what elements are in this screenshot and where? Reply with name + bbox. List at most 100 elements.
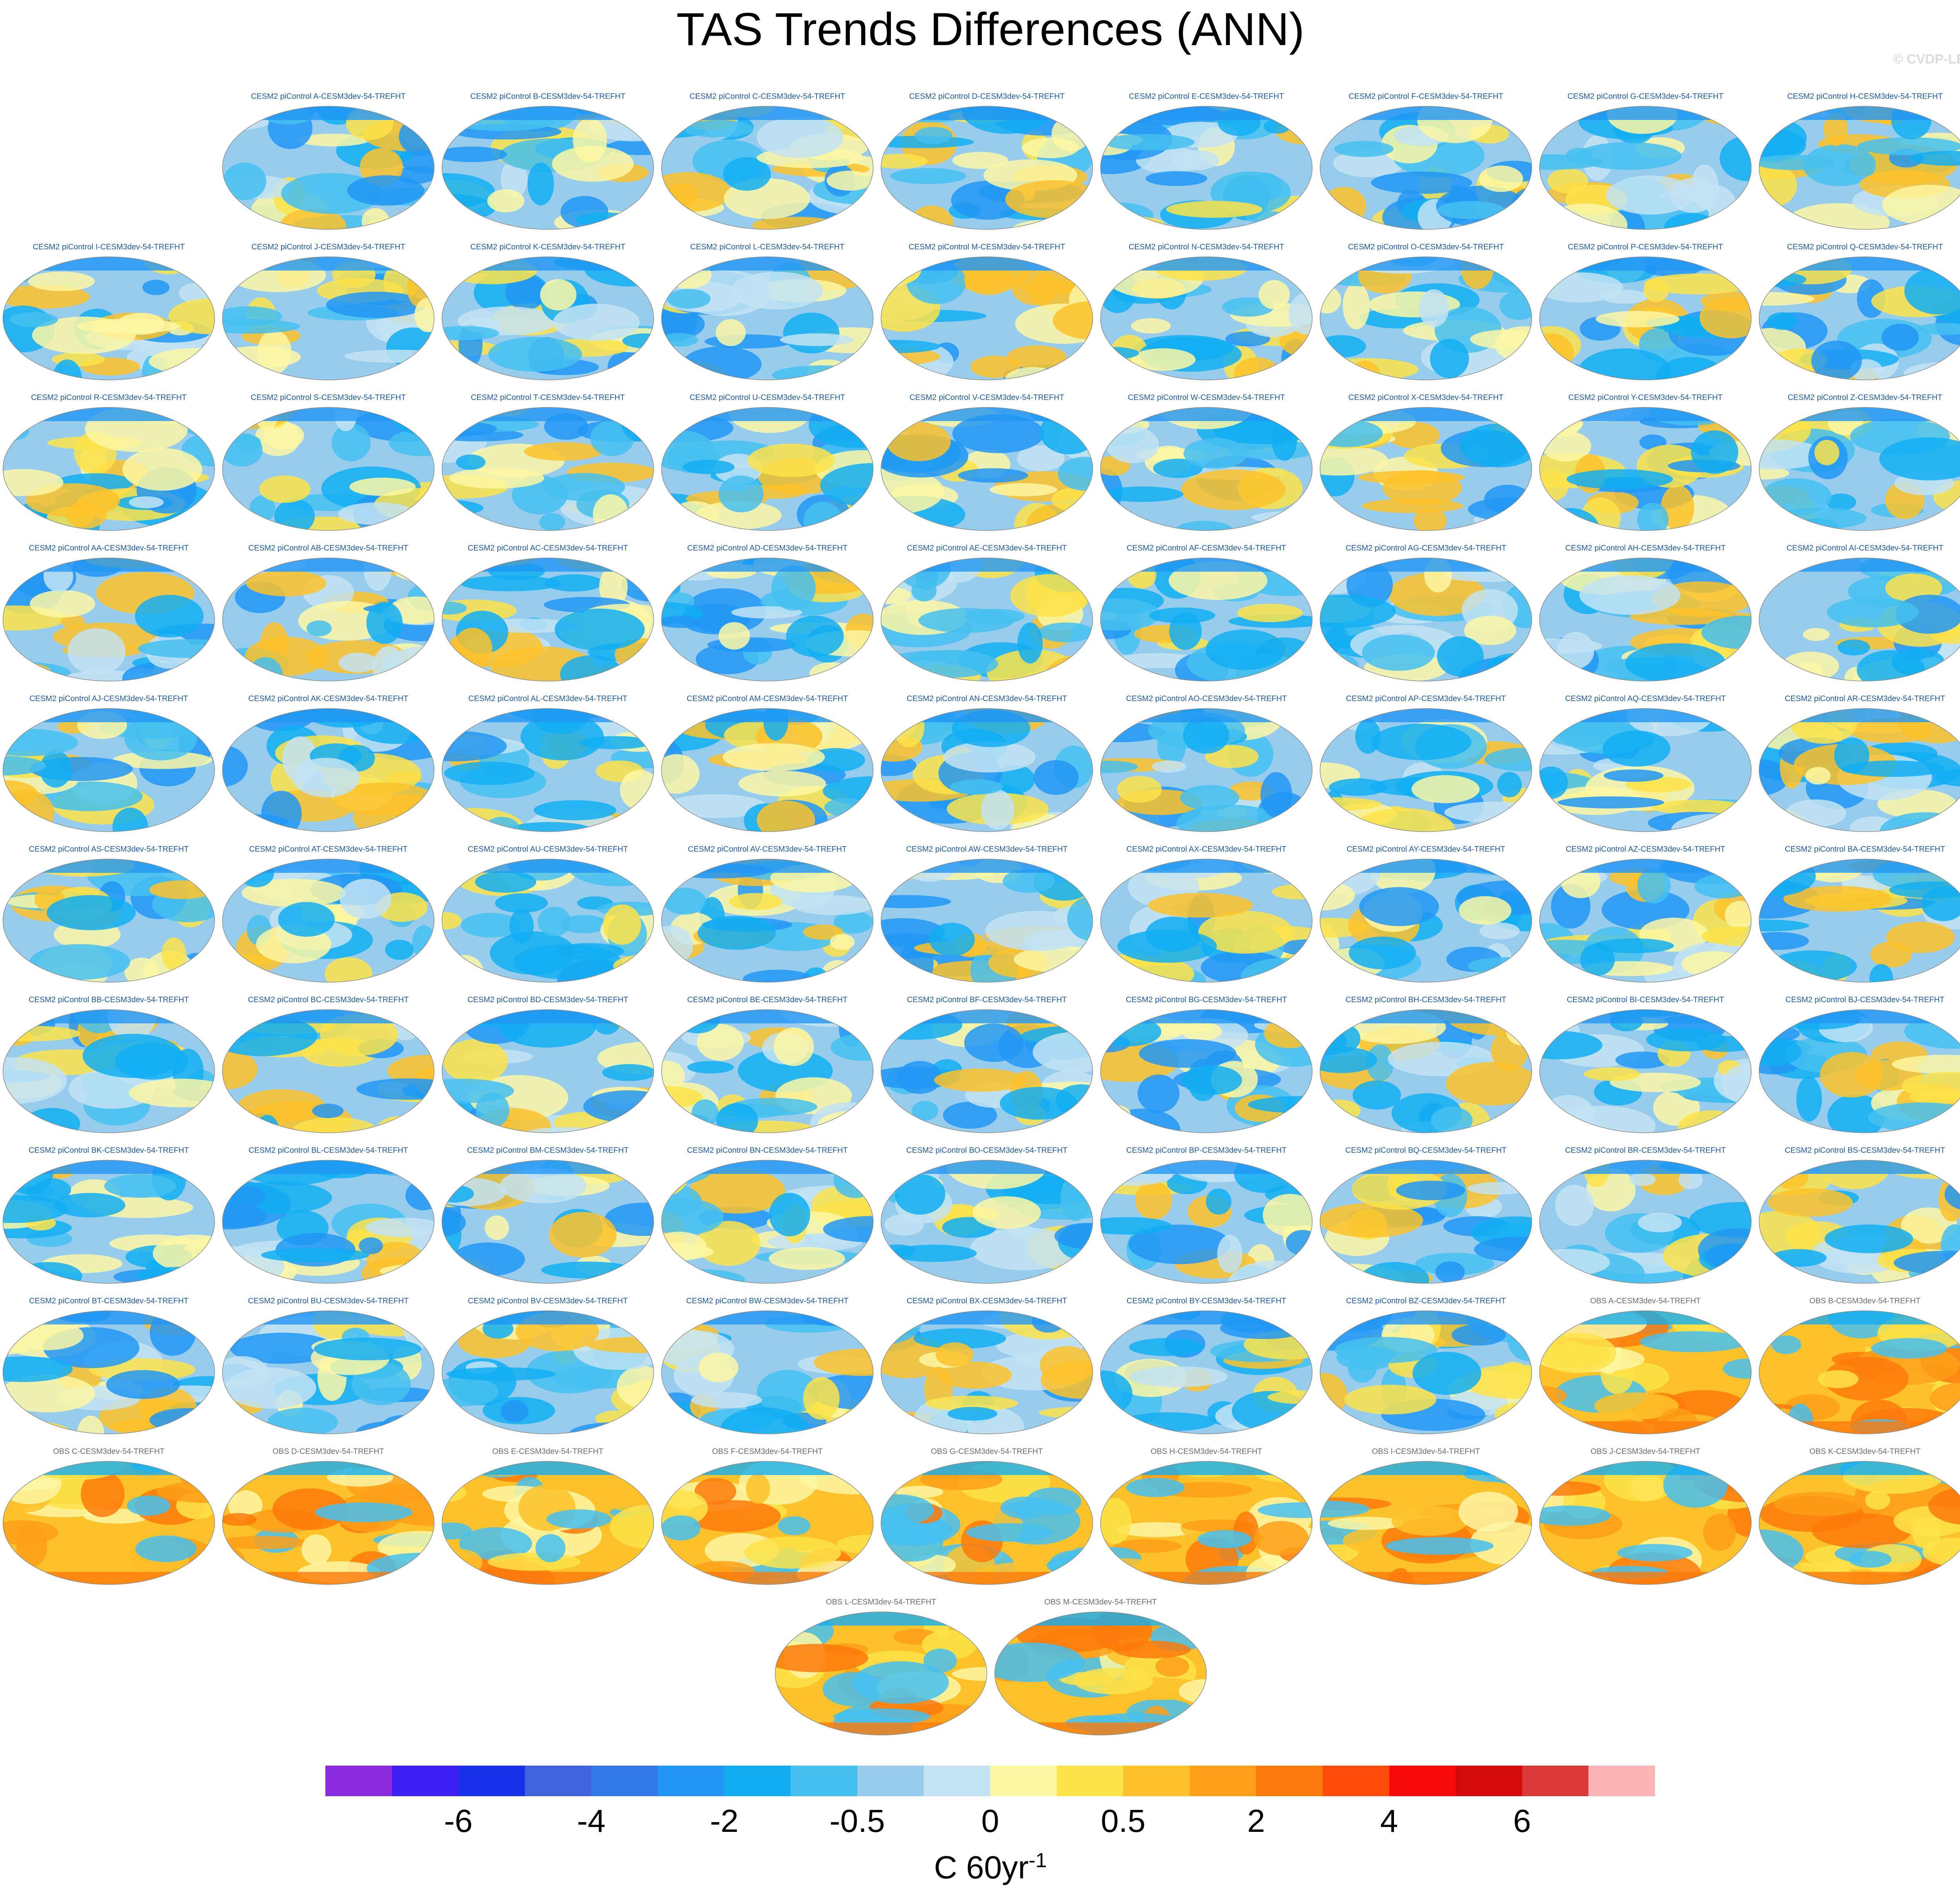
map-panel: CESM2 piControl AH-CESM3dev-54-TREFHT	[1539, 541, 1752, 690]
map-panel: CESM2 piControl AN-CESM3dev-54-TREFHT	[880, 692, 1094, 841]
world-map	[1759, 1160, 1960, 1284]
world-map	[661, 407, 874, 531]
map-panel: CESM2 piControl AX-CESM3dev-54-TREFHT	[1100, 842, 1313, 991]
panel-title: CESM2 piControl BN-CESM3dev-54-TREFHT	[687, 1146, 848, 1155]
world-map	[222, 106, 435, 230]
world-map	[441, 558, 654, 681]
world-map	[222, 1160, 435, 1284]
panel-title: CESM2 piControl BT-CESM3dev-54-TREFHT	[29, 1297, 189, 1305]
world-map	[1100, 1009, 1313, 1133]
world-map	[2, 1009, 215, 1133]
panel-title: CESM2 piControl BE-CESM3dev-54-TREFHT	[687, 996, 848, 1004]
map-panel: CESM2 piControl AC-CESM3dev-54-TREFHT	[441, 541, 655, 690]
map-panel: CESM2 piControl BE-CESM3dev-54-TREFHT	[661, 993, 874, 1142]
colorbar-swatch	[1323, 1766, 1390, 1796]
panel-title: CESM2 piControl K-CESM3dev-54-TREFHT	[470, 243, 626, 251]
world-map	[2, 859, 215, 983]
world-map	[1100, 256, 1313, 380]
world-map	[1759, 407, 1960, 531]
world-map	[1319, 106, 1532, 230]
world-map	[1539, 256, 1752, 380]
map-panel: CESM2 piControl J-CESM3dev-54-TREFHT	[221, 240, 435, 389]
colorbar	[325, 1766, 1655, 1796]
panel-title: OBS M-CESM3dev-54-TREFHT	[1044, 1598, 1157, 1606]
map-panel: OBS C-CESM3dev-54-TREFHT	[2, 1444, 216, 1593]
panel-title: CESM2 piControl G-CESM3dev-54-TREFHT	[1567, 92, 1724, 101]
world-map	[1100, 558, 1313, 681]
world-map	[222, 1009, 435, 1133]
map-panel: CESM2 piControl BY-CESM3dev-54-TREFHT	[1100, 1294, 1313, 1443]
map-panel: CESM2 piControl BU-CESM3dev-54-TREFHT	[221, 1294, 435, 1443]
panel-title: OBS J-CESM3dev-54-TREFHT	[1590, 1447, 1700, 1456]
map-panel: CESM2 piControl AG-CESM3dev-54-TREFHT	[1319, 541, 1533, 690]
panel-title: CESM2 piControl AL-CESM3dev-54-TREFHT	[468, 694, 628, 703]
map-panel: CESM2 piControl AE-CESM3dev-54-TREFHT	[880, 541, 1094, 690]
map-panel: CESM2 piControl M-CESM3dev-54-TREFHT	[880, 240, 1094, 389]
map-panel: OBS F-CESM3dev-54-TREFHT	[661, 1444, 874, 1593]
world-map	[222, 256, 435, 380]
panel-title: CESM2 piControl V-CESM3dev-54-TREFHT	[909, 393, 1064, 402]
map-panel: CESM2 piControl AZ-CESM3dev-54-TREFHT	[1539, 842, 1752, 991]
map-panel: CESM2 piControl BM-CESM3dev-54-TREFHT	[441, 1143, 655, 1292]
map-panel: CESM2 piControl AA-CESM3dev-54-TREFHT	[2, 541, 216, 690]
map-panel: CESM2 piControl Y-CESM3dev-54-TREFHT	[1539, 391, 1752, 540]
panel-title: CESM2 piControl AX-CESM3dev-54-TREFHT	[1126, 845, 1287, 854]
world-map	[1319, 1310, 1532, 1434]
colorbar-swatch	[724, 1766, 791, 1796]
panel-title: CESM2 piControl BF-CESM3dev-54-TREFHT	[907, 996, 1067, 1004]
panel-title: CESM2 piControl BL-CESM3dev-54-TREFHT	[249, 1146, 408, 1155]
panel-title: CESM2 piControl BU-CESM3dev-54-TREFHT	[248, 1297, 409, 1305]
world-map	[441, 256, 654, 380]
colorbar-swatch	[1389, 1766, 1456, 1796]
world-map	[880, 708, 1093, 832]
map-panel: CESM2 piControl AT-CESM3dev-54-TREFHT	[221, 842, 435, 991]
world-map	[2, 558, 215, 681]
map-panel: CESM2 piControl BX-CESM3dev-54-TREFHT	[880, 1294, 1094, 1443]
map-panel: OBS E-CESM3dev-54-TREFHT	[441, 1444, 655, 1593]
colorbar-swatch	[1588, 1766, 1655, 1796]
map-panel: CESM2 piControl BR-CESM3dev-54-TREFHT	[1539, 1143, 1752, 1292]
map-panel: CESM2 piControl AI-CESM3dev-54-TREFHT	[1758, 541, 1960, 690]
world-map	[880, 256, 1093, 380]
panel-title: CESM2 piControl AD-CESM3dev-54-TREFHT	[687, 544, 848, 552]
colorbar-swatch	[658, 1766, 725, 1796]
panel-title: CESM2 piControl W-CESM3dev-54-TREFHT	[1128, 393, 1285, 402]
map-panel: OBS J-CESM3dev-54-TREFHT	[1539, 1444, 1752, 1593]
panel-title: CESM2 piControl R-CESM3dev-54-TREFHT	[31, 393, 187, 402]
panel-title: CESM2 piControl AR-CESM3dev-54-TREFHT	[1785, 694, 1945, 703]
colorbar-swatch	[1256, 1766, 1323, 1796]
world-map	[1100, 106, 1313, 230]
world-map	[1539, 1160, 1752, 1284]
panel-title: CESM2 piControl F-CESM3dev-54-TREFHT	[1348, 92, 1503, 101]
world-map	[1319, 558, 1532, 681]
colorbar-units: C 60yr-1	[0, 1839, 1960, 1889]
map-panel-grid: CESM2 piControl A-CESM3dev-54-TREFHT CESM…	[2, 89, 1960, 1735]
panel-title: CESM2 piControl BW-CESM3dev-54-TREFHT	[686, 1297, 849, 1305]
colorbar-swatch	[857, 1766, 924, 1796]
map-panel: OBS D-CESM3dev-54-TREFHT	[221, 1444, 435, 1593]
panel-title: CESM2 piControl BK-CESM3dev-54-TREFHT	[29, 1146, 189, 1155]
colorbar-tick-label: 0.5	[1101, 1803, 1146, 1839]
map-panel: CESM2 piControl W-CESM3dev-54-TREFHT	[1100, 391, 1313, 540]
map-panel: OBS K-CESM3dev-54-TREFHT	[1758, 1444, 1960, 1593]
panel-title: CESM2 piControl BS-CESM3dev-54-TREFHT	[1785, 1146, 1945, 1155]
map-panel: CESM2 piControl AJ-CESM3dev-54-TREFHT	[2, 692, 216, 841]
world-map	[1100, 708, 1313, 832]
map-panel: CESM2 piControl AU-CESM3dev-54-TREFHT	[441, 842, 655, 991]
world-map	[441, 1461, 654, 1585]
panel-title: CESM2 piControl Z-CESM3dev-54-TREFHT	[1788, 393, 1942, 402]
world-map	[1319, 1160, 1532, 1284]
map-panel: CESM2 piControl AP-CESM3dev-54-TREFHT	[1319, 692, 1533, 841]
world-map	[222, 558, 435, 681]
panel-title: CESM2 piControl AW-CESM3dev-54-TREFHT	[906, 845, 1068, 854]
panel-title: CESM2 piControl BI-CESM3dev-54-TREFHT	[1566, 996, 1724, 1004]
world-map	[1100, 1461, 1313, 1585]
panel-title: CESM2 piControl Y-CESM3dev-54-TREFHT	[1568, 393, 1723, 402]
colorbar-tick-label: 2	[1247, 1803, 1265, 1839]
map-panel: OBS G-CESM3dev-54-TREFHT	[880, 1444, 1094, 1593]
map-panel: CESM2 piControl V-CESM3dev-54-TREFHT	[880, 391, 1094, 540]
map-panel: CESM2 piControl H-CESM3dev-54-TREFHT	[1758, 89, 1960, 238]
panel-title: CESM2 piControl S-CESM3dev-54-TREFHT	[250, 393, 406, 402]
world-map	[1319, 1461, 1532, 1585]
colorbar-swatch	[1189, 1766, 1256, 1796]
